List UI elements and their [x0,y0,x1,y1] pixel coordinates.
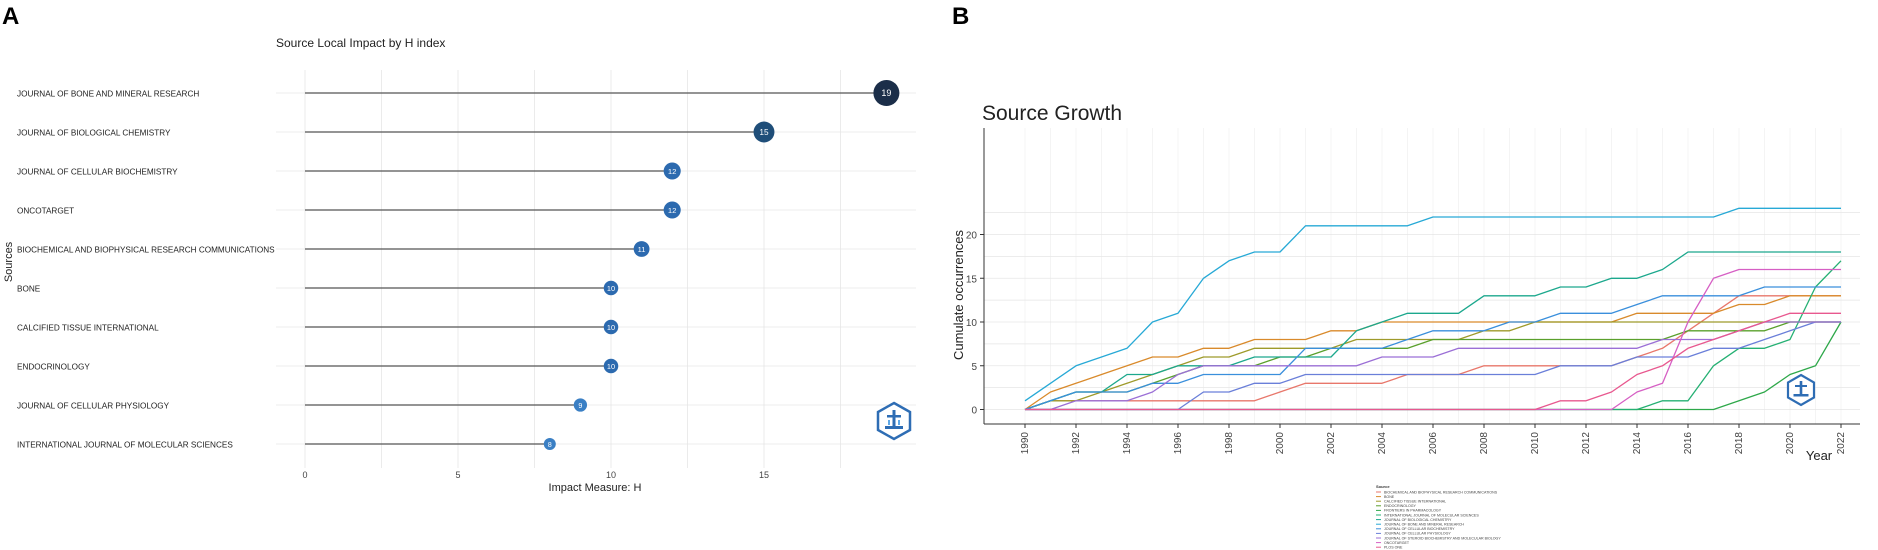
series-line [1024,295,1841,411]
lollipop-point [663,201,681,219]
panel-b-xlabel: Year [1806,448,1833,463]
category-label: BONE [17,285,41,294]
x-tick-label: 5 [455,470,460,480]
lollipop-value-label: 10 [607,284,615,293]
lollipop-point [603,358,619,374]
category-label: JOURNAL OF CELLULAR PHYSIOLOGY [17,402,170,411]
legend-label: JOURNAL OF BIOLOGICAL CHEMISTRY [1384,518,1452,522]
lollipop-value-label: 19 [881,88,891,98]
category-label: JOURNAL OF BONE AND MINERAL RESEARCH [17,90,199,99]
series-line [1025,312,1841,411]
x-tick-label: 2022 [1836,432,1847,455]
panel-a-xlabel: Impact Measure: H [549,482,642,494]
legend-title: Source [1376,484,1390,489]
y-tick-label: 0 [971,406,977,417]
legend-label: JOURNAL OF STEROID BIOCHEMISTRY AND MOLE… [1384,536,1501,540]
x-tick-label: 10 [606,470,616,480]
y-tick-label: 20 [966,231,978,242]
panel-b-title: Source Growth [982,102,1122,125]
lollipop-value-label: 9 [578,402,582,410]
x-tick-label: 2010 [1530,432,1541,455]
series-line [1024,321,1841,411]
x-tick-label: 15 [759,470,769,480]
legend-label: JOURNAL OF CELLULAR BIOCHEMISTRY [1384,527,1455,531]
x-tick-label: 2006 [1428,432,1439,455]
category-label: ONCOTARGET [17,207,74,216]
lollipop-point [633,241,650,257]
legend-label: JOURNAL OF BONE AND MINERAL RESEARCH [1384,523,1464,527]
lollipop-point [573,398,588,412]
hexagon-logo-icon [876,401,912,441]
lollipop-value-label: 10 [607,362,615,371]
lollipop-point [603,319,619,335]
panel-b-letter: B [952,3,969,30]
series-line [1024,286,1841,411]
lollipop-value-label: 10 [607,323,615,332]
lollipop-point [753,121,775,143]
series-line [1024,207,1841,402]
hexagon-logo-icon [1786,373,1816,407]
x-tick-label: 2018 [1734,432,1745,455]
x-tick-label: 2020 [1785,432,1796,455]
category-label: ENDOCRINOLOGY [17,363,90,372]
category-label: INTERNATIONAL JOURNAL OF MOLECULAR SCIEN… [17,441,233,450]
lollipop-value-label: 15 [759,128,769,137]
panel-b-ylabel: Cumulate occurrences [951,229,966,360]
lollipop-point [873,80,900,106]
x-tick-label: 0 [302,470,307,480]
panel-a-letter: A [2,3,19,30]
x-tick-label: 2008 [1479,432,1490,455]
panel-a-title: Source Local Impact by H index [276,36,445,50]
legend-label: FRONTIERS IN PHARMACOLOGY [1384,509,1442,513]
panel-a-plot: 0 5 10 15 JOURNAL OF BONE AND MINERAL RESEAR… [17,70,916,480]
lollipop-point [603,280,619,296]
y-tick-label: 10 [966,318,978,329]
x-tick-label: 2004 [1377,432,1388,455]
lollipop-value-label: 12 [668,167,677,176]
x-tick-label: 1998 [1224,432,1235,455]
legend-label: ENDOCRINOLOGY [1384,504,1417,508]
panel-b-legend: BIOCHEMICAL AND BIOPHYSICAL RESEARCH COM… [1376,490,1501,550]
legend-label: JOURNAL OF CELLULAR PHYSIOLOGY [1384,532,1451,536]
lollipop-value-label: 12 [668,206,677,215]
legend-label: INTERNATIONAL JOURNAL OF MOLECULAR SCIEN… [1384,513,1479,517]
x-tick-label: 1990 [1020,432,1031,455]
category-label: BIOCHEMICAL AND BIOPHYSICAL RESEARCH COM… [17,246,275,255]
panel-a-ylabel: Sources [3,241,15,282]
lollipop-point [543,438,556,450]
series-line [1025,321,1841,411]
y-tick-label: 5 [971,362,977,373]
category-label: JOURNAL OF BIOLOGICAL CHEMISTRY [17,129,171,138]
legend-label: BONE [1384,495,1395,499]
x-tick-label: 2002 [1326,432,1337,455]
panel-b-plot: 0 5 10 15 20 1990 1992 1994 1996 1998 2000 2002 2004… [966,128,1860,454]
legend-label: PLOS ONE [1384,546,1403,550]
category-label: JOURNAL OF CELLULAR BIOCHEMISTRY [17,168,178,177]
x-tick-label: 1996 [1173,432,1184,455]
legend-label: BIOCHEMICAL AND BIOPHYSICAL RESEARCH COM… [1384,490,1498,494]
x-tick-label: 2014 [1632,432,1643,455]
category-label: CALCIFIED TISSUE INTERNATIONAL [17,324,159,333]
lollipop-point [663,162,681,180]
legend-label: ONCOTARGET [1384,541,1410,545]
series-line [1024,251,1841,411]
lollipop-value-label: 8 [548,442,552,449]
lollipop-value-label: 11 [638,245,646,254]
x-tick-label: 1992 [1071,432,1082,455]
x-tick-label: 2016 [1683,432,1694,455]
y-tick-label: 15 [966,274,978,285]
x-tick-label: 1994 [1122,432,1133,455]
x-tick-label: 2012 [1581,432,1592,455]
legend-label: CALCIFIED TISSUE INTERNATIONAL [1384,500,1446,504]
x-tick-label: 2000 [1275,432,1286,455]
